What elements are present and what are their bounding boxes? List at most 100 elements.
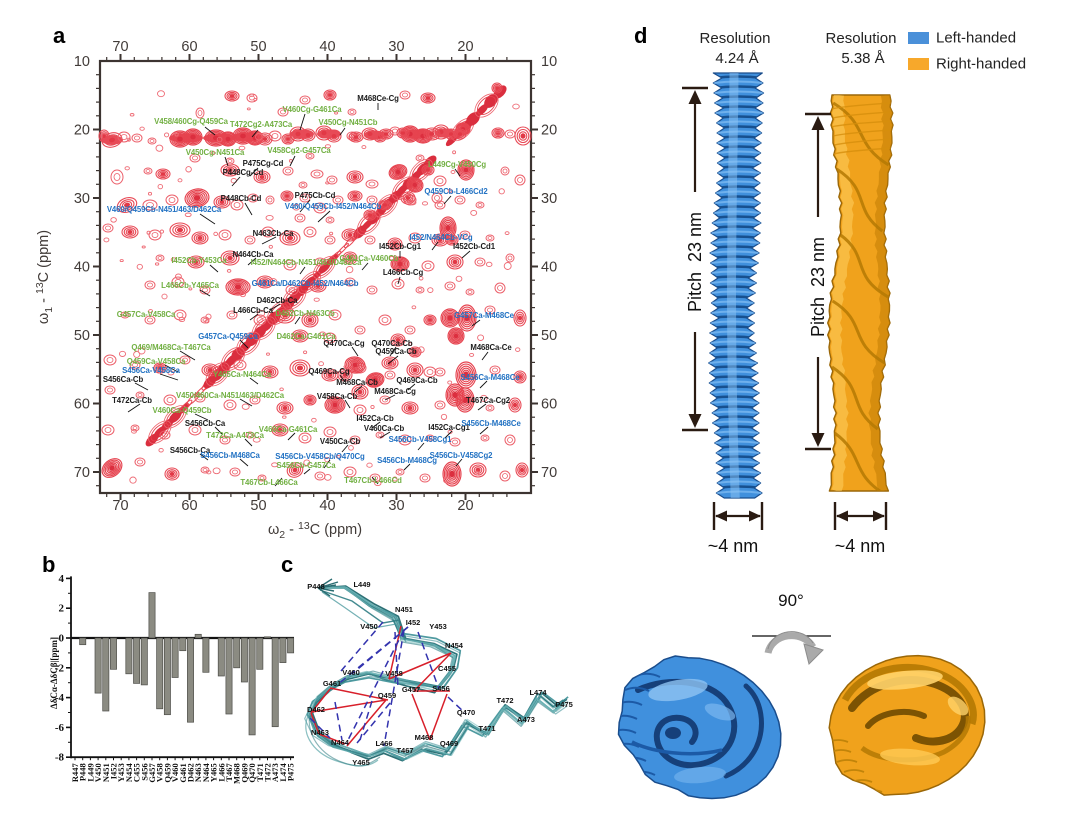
svg-text:~4 nm: ~4 nm [708,536,759,556]
svg-text:Q469: Q469 [239,763,249,782]
svg-text:Q470Ca-Cb: Q470Ca-Cb [371,339,412,348]
svg-text:50: 50 [541,328,557,344]
svg-text:Resolution: Resolution [826,30,897,47]
svg-text:d: d [634,23,647,48]
svg-text:V460Ca-G461Ca: V460Ca-G461Ca [259,425,318,434]
svg-text:V458/460Cg-Q459Ca: V458/460Cg-Q459Ca [154,117,228,126]
svg-text:10: 10 [541,54,557,70]
svg-text:P448: P448 [78,763,88,781]
svg-text:V460: V460 [342,668,360,677]
svg-text:50: 50 [250,39,266,55]
svg-text:S456Ca-Cb: S456Ca-Cb [103,375,144,384]
svg-text:V458Cg2-G457Ca: V458Cg2-G457Ca [267,146,331,155]
svg-text:N463: N463 [311,728,329,737]
svg-text:a: a [53,23,66,48]
svg-text:V460Ca-Q459Cb: V460Ca-Q459Cb [153,406,212,415]
svg-text:10: 10 [74,54,90,70]
svg-text:S456Cb-V458Cg2: S456Cb-V458Cg2 [430,451,494,460]
svg-text:20: 20 [74,123,90,139]
svg-text:V458: V458 [385,669,403,678]
svg-text:M468Ca-Ce: M468Ca-Ce [470,343,512,352]
svg-text:N463Cb-Ca: N463Cb-Ca [253,229,294,238]
svg-text:20: 20 [457,39,473,55]
svg-text:T472: T472 [263,763,273,781]
svg-text:S456: S456 [432,684,450,693]
svg-text:60: 60 [541,397,557,413]
svg-text:T467Ca-Cg2: T467Ca-Cg2 [466,396,511,405]
svg-text:70: 70 [112,39,128,55]
svg-text:P475: P475 [555,700,573,709]
svg-text:N464: N464 [331,738,350,747]
svg-text:C455: C455 [132,763,142,782]
svg-text:60: 60 [74,397,90,413]
svg-text:V450Cg-N451Ca: V450Cg-N451Ca [186,148,245,157]
svg-text:V450: V450 [360,622,378,631]
svg-text:Q470Ca-Cg: Q470Ca-Cg [323,339,364,348]
svg-text:90°: 90° [778,591,804,610]
svg-text:Pitch 23 nm: Pitch 23 nm [808,237,828,337]
svg-text:D462: D462 [186,763,196,782]
svg-text:4: 4 [59,573,65,585]
svg-text:G457: G457 [147,762,157,782]
svg-text:S456Cb-M468Ce: S456Cb-M468Ce [461,419,521,428]
svg-text:Q469/M468Ca-T467Ca: Q469/M468Ca-T467Ca [131,343,211,352]
svg-text:V460/Q459Cb-I452/N464Cb: V460/Q459Cb-I452/N464Cb [285,202,382,211]
svg-text:70: 70 [74,465,90,481]
svg-text:T472Ca-A473Ca: T472Ca-A473Ca [206,431,264,440]
svg-text:G457Ca-Q459Ca: G457Ca-Q459Ca [198,332,258,341]
svg-text:P448Cg-Cd: P448Cg-Cd [223,168,264,177]
svg-text:ω2 - 13C (ppm): ω2 - 13C (ppm) [268,520,362,541]
svg-text:S456Ca-V458Ca: S456Ca-V458Ca [122,366,180,375]
svg-text:30: 30 [388,39,404,55]
svg-text:Q469Ca-Cb: Q469Ca-Cb [396,376,437,385]
svg-text:4.24 Å: 4.24 Å [715,50,758,67]
svg-text:I452: I452 [406,618,421,627]
svg-text:S456Cb-G457Ca: S456Cb-G457Ca [277,461,337,470]
svg-text:60: 60 [181,39,197,55]
svg-text:Resolution: Resolution [700,30,771,47]
svg-text:Y453: Y453 [429,622,447,631]
svg-text:Q459Cb-L466Cd2: Q459Cb-L466Cd2 [424,187,488,196]
svg-text:G461: G461 [323,679,341,688]
svg-text:Left-handed: Left-handed [936,30,1016,47]
svg-text:2: 2 [59,603,65,615]
svg-text:I452/N464Cb-N451/463/D462Ca: I452/N464Cb-N451/463/D462Ca [251,258,363,267]
svg-text:I452: I452 [109,763,119,779]
svg-text:60: 60 [181,498,197,514]
svg-text:N464: N464 [201,762,211,782]
svg-text:20: 20 [457,498,473,514]
svg-text:L466: L466 [375,739,392,748]
svg-text:I452/N464Cb-VCg: I452/N464Cb-VCg [409,233,472,242]
svg-text:G457Ca-V458Ca: G457Ca-V458Ca [117,310,176,319]
svg-text:40: 40 [541,260,557,276]
svg-text:~4 nm: ~4 nm [835,536,886,556]
svg-text:T471: T471 [478,724,495,733]
svg-text:I452Cb-Cg1: I452Cb-Cg1 [379,242,422,251]
svg-text:c: c [281,552,293,577]
svg-text:L466Cb-Ca: L466Cb-Ca [233,306,274,315]
svg-text:S456Cb-Ca: S456Cb-Ca [185,419,226,428]
svg-text:M468: M468 [232,763,242,784]
svg-text:V460/Q459Cb-N451/463/D462Ca: V460/Q459Cb-N451/463/D462Ca [107,205,222,214]
svg-text:Q469Ca-Cg: Q469Ca-Cg [308,367,349,376]
svg-text:C455: C455 [438,664,456,673]
svg-text:L466Cb-Cg: L466Cb-Cg [383,268,424,277]
svg-text:G461Ca/D462Cb-I452/N464Cb: G461Ca/D462Cb-I452/N464Cb [252,279,359,288]
svg-text:P475Cb-Cd: P475Cb-Cd [295,191,336,200]
svg-text:Q459: Q459 [162,763,172,782]
svg-text:T472Ca-Cb: T472Ca-Cb [112,396,152,405]
svg-text:40: 40 [319,498,335,514]
svg-text:V450Cg-N451Cb: V450Cg-N451Cb [319,118,378,127]
svg-text:V460Ca-Cb: V460Ca-Cb [364,424,405,433]
svg-text:N451: N451 [101,763,111,782]
svg-text:Q470: Q470 [457,708,475,717]
svg-text:T472: T472 [496,696,513,705]
svg-text:Q459Ca-V458Ca: Q459Ca-V458Ca [127,357,186,366]
svg-text:Q459Ca-Cb: Q459Ca-Cb [375,347,416,356]
svg-text:40: 40 [319,39,335,55]
svg-text:T467: T467 [396,746,413,755]
svg-text:T472Cg2-A473Ca: T472Cg2-A473Ca [230,120,293,129]
svg-text:N454: N454 [445,641,464,650]
svg-text:M468: M468 [415,733,434,742]
svg-text:T467Cb-L466Cd: T467Cb-L466Cd [344,476,402,485]
